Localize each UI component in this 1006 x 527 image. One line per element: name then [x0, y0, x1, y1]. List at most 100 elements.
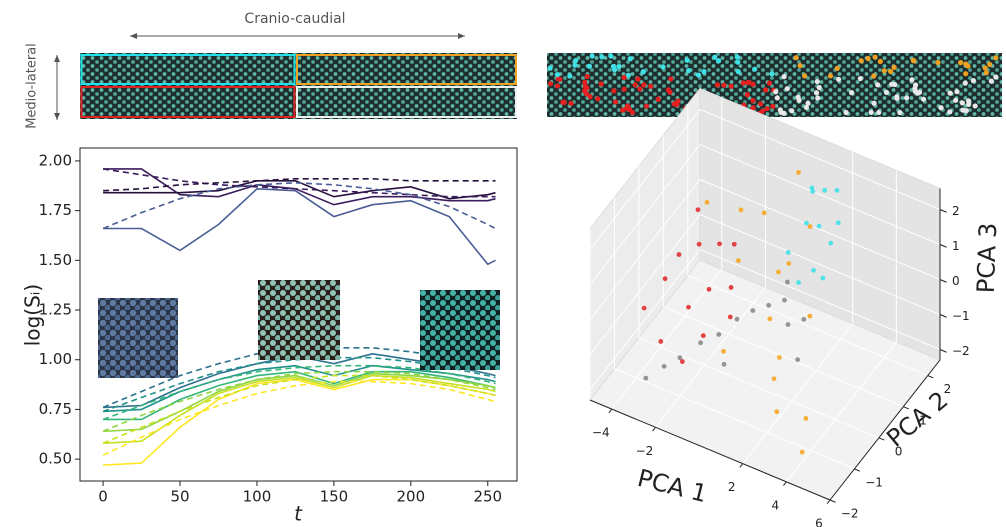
cell-marker [805, 100, 811, 106]
cell-marker [598, 81, 604, 87]
cell-marker [816, 84, 822, 91]
grid-line [638, 337, 880, 439]
region-box [80, 86, 296, 118]
y-tick [878, 437, 885, 441]
series-line [102, 370, 496, 433]
cell-marker [554, 71, 560, 78]
point [786, 261, 792, 266]
cell-marker [983, 70, 989, 76]
point [782, 297, 787, 303]
x-tick-label: 250 [473, 488, 502, 506]
cell-marker [671, 101, 677, 107]
cell-marker [567, 73, 573, 79]
point [796, 280, 802, 285]
x-tick-label: 100 [243, 488, 272, 506]
cell-marker [795, 94, 801, 100]
point [738, 207, 744, 213]
point [828, 240, 834, 246]
point [807, 313, 813, 319]
annotation: Cranio-caudial [244, 11, 345, 27]
cell-marker [970, 78, 977, 84]
cell-marker [547, 65, 553, 71]
x-tick-label: 200 [397, 488, 426, 506]
series-line [102, 181, 496, 230]
cell-marker [746, 79, 752, 86]
cell-marker [938, 105, 944, 111]
point [717, 241, 722, 247]
cell-marker [611, 88, 617, 94]
series-line [103, 180, 496, 200]
x-tick-label: 2 [728, 480, 736, 494]
cell-marker [813, 90, 820, 96]
cell-marker [764, 105, 770, 112]
cell-marker [987, 61, 993, 67]
point [776, 355, 782, 360]
cell-marker [716, 58, 722, 64]
cell-marker [640, 69, 646, 75]
cell-marker [627, 56, 633, 62]
inset-image [98, 298, 178, 378]
point [641, 305, 647, 311]
cell-marker [685, 68, 692, 74]
cell-marker [959, 100, 966, 106]
cell-marker [763, 87, 769, 93]
point [731, 241, 737, 247]
cell-marker [953, 97, 959, 103]
point [662, 276, 668, 282]
cell-marker [621, 86, 627, 92]
point [728, 285, 734, 290]
cell-marker [797, 63, 803, 69]
cell-marker [972, 103, 978, 109]
cell-marker [957, 60, 964, 66]
cell-marker [582, 79, 588, 85]
cell-marker [641, 82, 647, 88]
cell-marker [769, 71, 775, 77]
cell-marker [587, 94, 593, 100]
inset-image [420, 290, 500, 370]
lines [102, 168, 496, 466]
cell-marker [573, 57, 579, 64]
z-tick [939, 279, 947, 283]
cell-markers [547, 53, 999, 117]
plot-3d: −4 −2 2 4 6 −2 −1 0 1 2 −2 −1 0 1 2 [589, 87, 970, 527]
point [721, 348, 726, 354]
y-tick [903, 406, 909, 410]
point [706, 286, 712, 292]
inset-image [258, 280, 340, 360]
cell-marker [595, 96, 601, 102]
x-axis-label: PCA 1 [635, 464, 710, 508]
x-tick [783, 481, 787, 486]
point [677, 355, 683, 361]
grid-line [687, 275, 928, 377]
axis-line [829, 359, 941, 501]
x-tick [652, 426, 656, 432]
y-tick-label: 1.75 [39, 201, 72, 219]
cell-marker [881, 68, 887, 74]
z-tick-label: −1 [952, 309, 970, 323]
cell-marker [584, 73, 590, 80]
cell-marker [827, 73, 834, 79]
cell-marker [947, 90, 953, 96]
grid-line [785, 341, 897, 483]
cell-marker [789, 108, 795, 114]
cell-marker [892, 81, 898, 88]
grid-line [589, 214, 701, 355]
point [700, 333, 706, 339]
cell-marker [857, 75, 863, 82]
cell-marker [912, 88, 919, 94]
x-axis-label: t [294, 502, 303, 526]
point [822, 187, 828, 193]
cell-marker [643, 103, 650, 109]
region-box [80, 54, 296, 85]
x-tick [826, 499, 831, 505]
cell-marker [582, 88, 588, 94]
cell-marker [752, 66, 758, 72]
cell-marker [586, 63, 593, 69]
point [799, 449, 805, 455]
cell-marker [773, 89, 779, 95]
region-box [296, 54, 517, 85]
cell-marker [897, 109, 903, 116]
y-tick-label: 0 [895, 444, 903, 458]
point [807, 224, 813, 229]
grid-line [614, 368, 855, 470]
